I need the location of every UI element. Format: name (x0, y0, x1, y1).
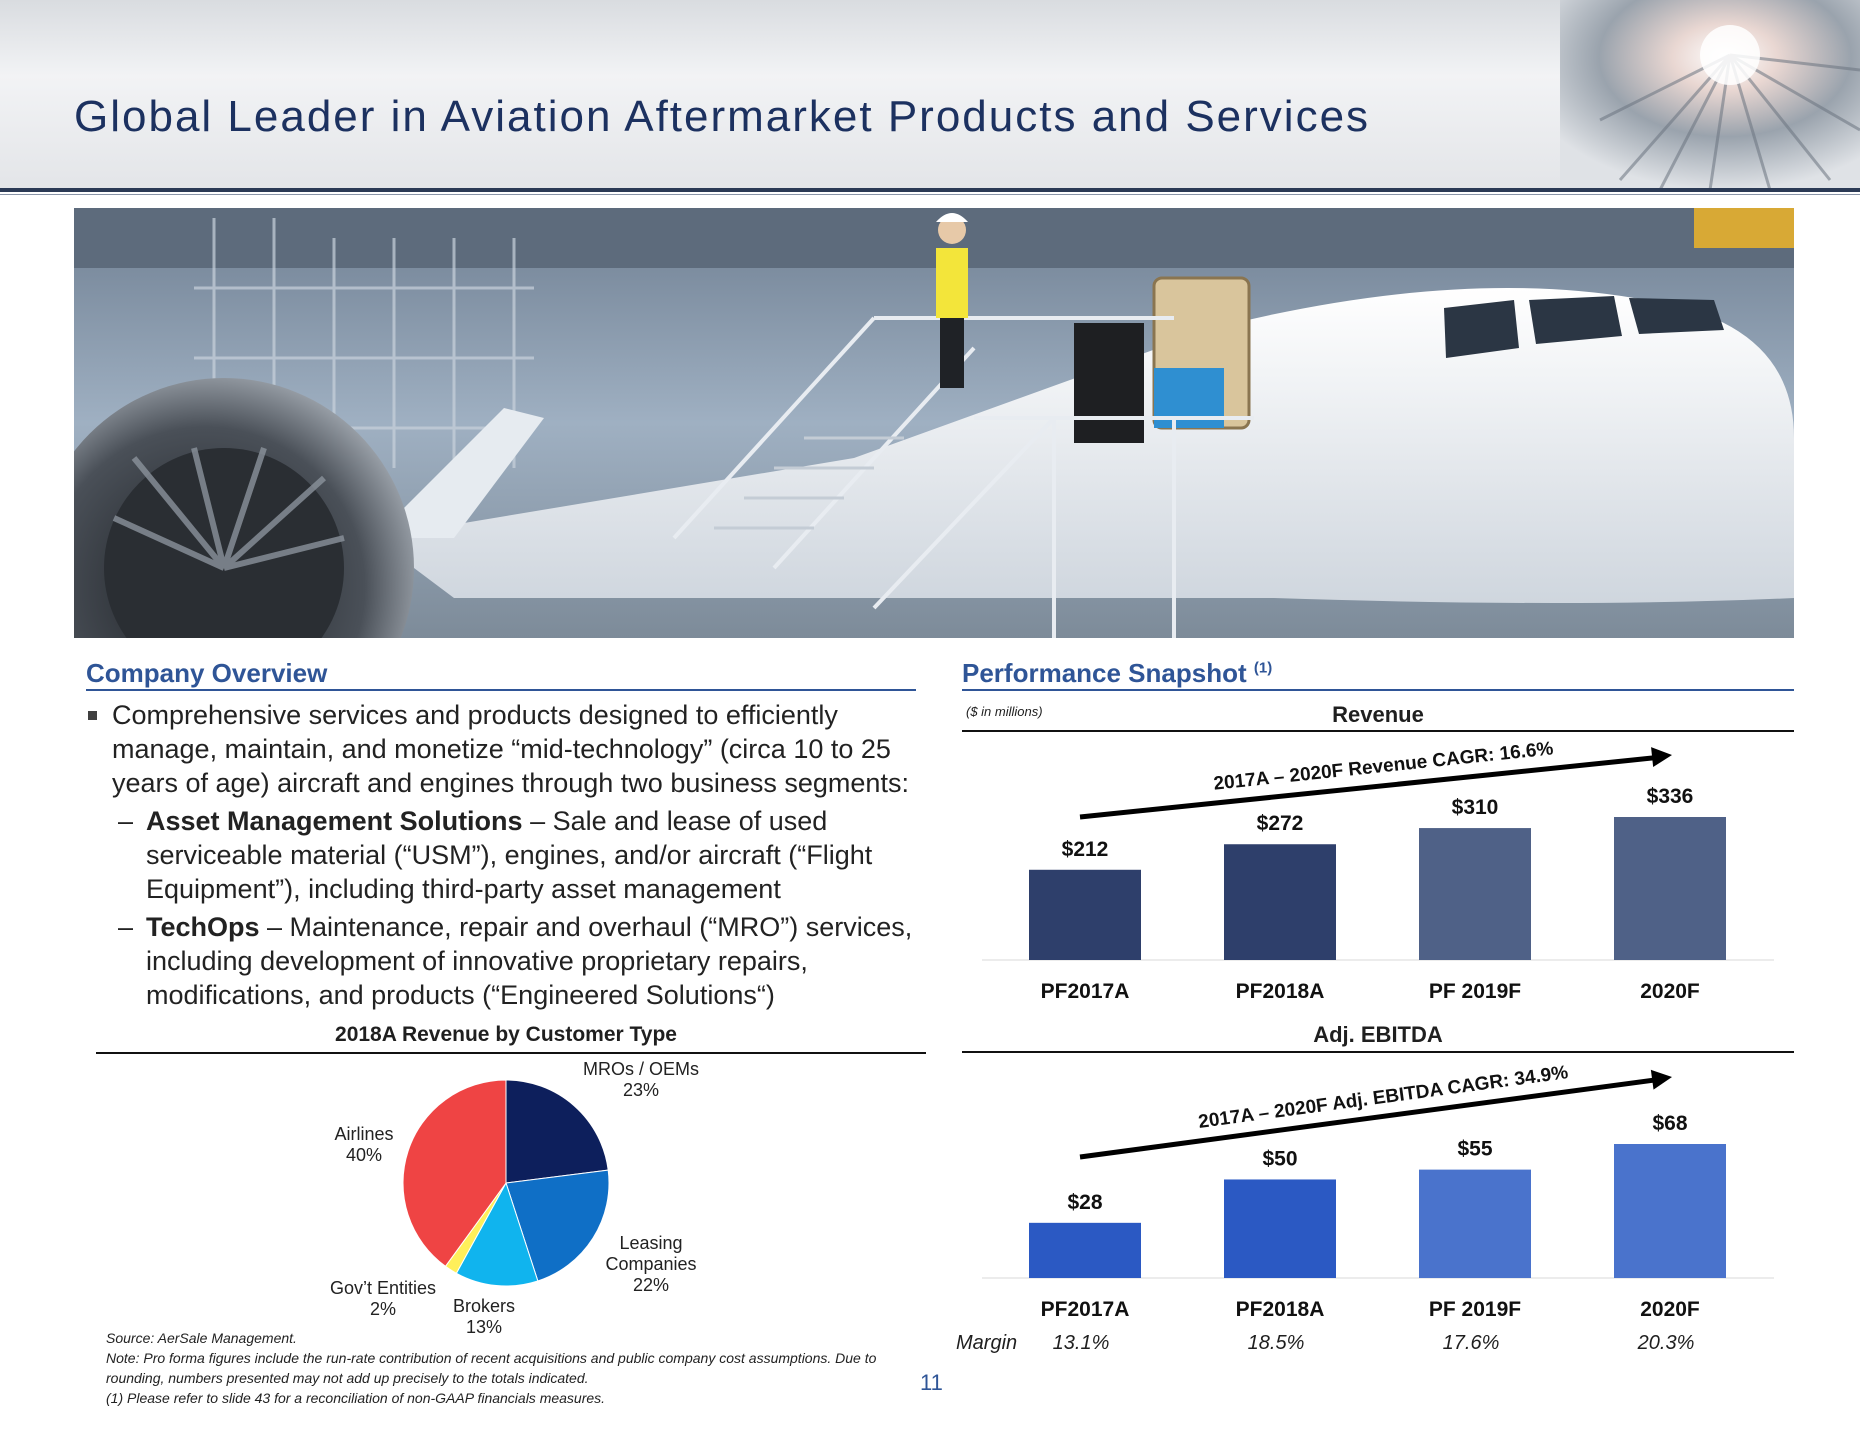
category-label: PF2018A (1236, 1298, 1325, 1321)
page-number: 11 (920, 1370, 943, 1395)
header-band (0, 0, 1860, 190)
footnote-note: Note: Pro forma figures include the run-… (106, 1350, 877, 1386)
footnotes: Source: AerSale Management. Note: Pro fo… (106, 1328, 886, 1408)
revenue-chart-title: Revenue (1332, 702, 1424, 727)
page-title: Global Leader in Aviation Aftermarket Pr… (74, 92, 1371, 141)
margin-label: Margin (956, 1332, 1018, 1354)
units-note: ($ in millions) (966, 704, 1043, 719)
turbine-image (1560, 0, 1860, 190)
dash-bullet: – (118, 912, 134, 942)
bar-value-label: $212 (1062, 838, 1109, 861)
revenue-chart-rule (962, 730, 1794, 732)
bar (1419, 828, 1531, 960)
revenue-bar-chart: $212 PF2017A $272 PF2018A $310 PF 2019F $336 20… (982, 738, 1774, 1003)
pie-label-name: Leasing (619, 1233, 683, 1253)
header-divider-thin (0, 194, 1860, 195)
segment-item: – TechOps – Maintenance, repair and over… (86, 910, 926, 1012)
pie-chart-rule (96, 1052, 926, 1054)
category-label: PF 2019F (1429, 1298, 1521, 1321)
segment-name: TechOps (146, 912, 260, 942)
margin-value: 20.3% (1637, 1332, 1695, 1354)
pie-label-name: Gov’t Entities (329, 1278, 437, 1298)
bar-value-label: $336 (1647, 785, 1694, 808)
pie-label-pct: 40% (345, 1145, 383, 1165)
pie-label-name: MROs / OEMs (583, 1059, 699, 1079)
bar-value-label: $50 (1262, 1147, 1297, 1170)
cagr-arrowhead (1651, 747, 1672, 768)
bar (1614, 817, 1726, 960)
cagr-arrowhead (1650, 1069, 1672, 1090)
ebitda-chart-rule (962, 1051, 1794, 1053)
overview-intro: Comprehensive services and products desi… (112, 700, 909, 798)
pie-slice (402, 1079, 507, 1268)
performance-heading: Performance Snapshot (1) (962, 658, 1272, 689)
segment-name: Asset Management Solutions (146, 806, 523, 836)
segment-description: – Maintenance, repair and overhaul (“MRO… (146, 912, 913, 1010)
header-divider (0, 188, 1860, 192)
bar (1029, 1222, 1141, 1278)
category-label: PF2018A (1236, 980, 1325, 1003)
cagr-arrow (1079, 1076, 1663, 1160)
company-overview-text: Comprehensive services and products desi… (86, 698, 926, 1012)
pie-label-airlines: Airlines 40% (314, 1124, 414, 1166)
pie-label-name: Companies (605, 1254, 697, 1274)
bar (1224, 844, 1336, 960)
category-label: PF2017A (1041, 1298, 1130, 1321)
footnote-source: Source: AerSale Management. (106, 1330, 297, 1346)
bar-value-label: $68 (1652, 1112, 1687, 1135)
pie-label-name: Airlines (334, 1124, 394, 1144)
ebitda-chart-title: Adj. EBITDA (1313, 1022, 1443, 1047)
pie-slice (505, 1169, 610, 1282)
pie-label-pct: 13% (465, 1317, 503, 1337)
pie-label-pct: 23% (622, 1080, 660, 1100)
margin-value: 13.1% (1052, 1332, 1110, 1354)
segment-item: – Asset Management Solutions – Sale and … (86, 804, 926, 906)
pie-label-leasing: Leasing Companies 22% (596, 1233, 706, 1296)
bar-value-label: $310 (1452, 796, 1499, 819)
hangar-aircraft-photo (74, 208, 1794, 638)
segment-description: – Sale and lease of used serviceable mat… (146, 806, 873, 904)
pie-slice (505, 1079, 609, 1184)
pie-label-name: Brokers (452, 1296, 515, 1316)
bar (1029, 869, 1141, 960)
cagr-arrow (1079, 754, 1663, 820)
dash-bullet: – (118, 806, 134, 836)
square-bullet-icon (88, 711, 97, 720)
category-label: 2020F (1640, 980, 1700, 1003)
category-label: 2020F (1640, 1298, 1700, 1321)
bar-value-label: $28 (1067, 1191, 1102, 1214)
bar-value-label: $272 (1257, 812, 1304, 835)
pie-chart-title: 2018A Revenue by Customer Type (335, 1023, 677, 1046)
margin-value: 17.6% (1442, 1332, 1500, 1354)
overview-bullet: Comprehensive services and products desi… (86, 698, 926, 800)
performance-heading-footnote: (1) (1253, 659, 1273, 677)
company-overview-rule (86, 689, 916, 691)
pie-label-pct: 2% (369, 1299, 396, 1319)
pie-label-brokers: Brokers 13% (434, 1296, 534, 1338)
bar (1419, 1169, 1531, 1278)
performance-heading-text: Performance Snapshot (962, 658, 1247, 688)
pie-label-mros-oems: MROs / OEMs 23% (566, 1059, 716, 1101)
bar (1224, 1179, 1336, 1278)
category-label: PF2017A (1041, 980, 1130, 1003)
bar-value-label: $55 (1457, 1138, 1492, 1161)
customer-type-pie-chart (402, 1079, 610, 1287)
category-label: PF 2019F (1429, 980, 1521, 1003)
pie-label-pct: 22% (632, 1275, 670, 1295)
footnote-reference: (1) Please refer to slide 43 for a recon… (106, 1390, 606, 1406)
bar (1614, 1144, 1726, 1278)
company-overview-heading: Company Overview (86, 658, 328, 688)
margin-value: 18.5% (1247, 1332, 1305, 1354)
pie-label-govt: Gov’t Entities 2% (318, 1278, 448, 1320)
performance-rule (962, 689, 1794, 691)
pie-slice (455, 1181, 539, 1287)
